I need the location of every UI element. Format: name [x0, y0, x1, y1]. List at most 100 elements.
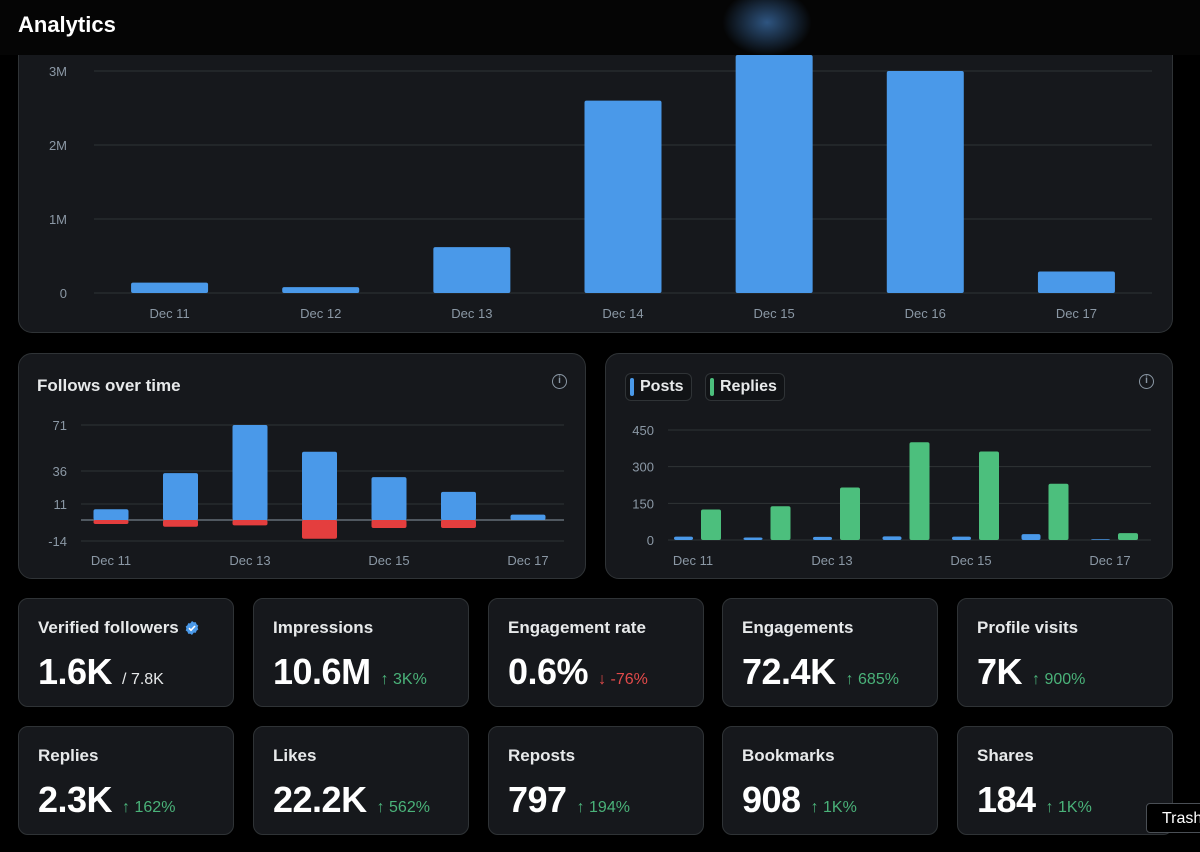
unfollows-bar[interactable]	[441, 520, 476, 529]
y-tick-label: 36	[53, 464, 67, 479]
y-tick-label: 300	[632, 460, 654, 475]
unfollows-bar[interactable]	[232, 520, 268, 526]
stat-label: Engagements	[742, 618, 854, 637]
stat-tile-engagement-rate[interactable]: Engagement rate 0.6% ↓ -76%	[488, 598, 704, 707]
stat-tile-profile-visits[interactable]: Profile visits 7K ↑ 900%	[957, 598, 1173, 707]
posts-bar[interactable]	[813, 536, 832, 540]
stat-value-row: 7K ↑ 900%	[977, 651, 1085, 693]
stat-label: Shares	[977, 746, 1034, 765]
impressions-bar[interactable]	[584, 100, 662, 293]
impressions-bar[interactable]	[886, 71, 964, 293]
impressions-bar[interactable]	[735, 55, 813, 293]
y-tick-label: 3M	[49, 64, 67, 79]
stat-change: ↑ 1K%	[1045, 799, 1092, 816]
stat-value-row: 0.6% ↓ -76%	[508, 651, 648, 693]
stat-value-row: 22.2K ↑ 562%	[273, 779, 430, 821]
y-tick-label: 1M	[49, 212, 67, 227]
stat-change: ↑ 1K%	[810, 799, 857, 816]
impressions-chart[interactable]: 0 1M 2M 3M Dec 11 Dec 12 Dec 13 Dec 14 Dec 15 Dec…	[19, 30, 1174, 333]
impressions-bar[interactable]	[282, 287, 360, 293]
stat-label: Profile visits	[977, 618, 1079, 637]
posts-bar[interactable]	[882, 536, 902, 540]
stat-value: 7K	[977, 651, 1023, 692]
stat-label: Replies	[38, 746, 99, 765]
stat-tile-verified-followers[interactable]: Verified followers 1.6K / 7.8K	[18, 598, 234, 707]
x-tick-label: Dec 12	[300, 306, 341, 321]
legend-replies[interactable]: Replies	[705, 373, 785, 401]
stat-total: / 7.8K	[122, 671, 164, 688]
y-tick-label: 150	[632, 496, 654, 511]
stat-tile-engagements[interactable]: Engagements 72.4K ↑ 685%	[722, 598, 938, 707]
x-tick-label: Dec 15	[754, 306, 795, 321]
info-icon[interactable]: i	[1139, 374, 1154, 389]
y-tick-label: 0	[647, 533, 654, 548]
stat-tile-bookmarks[interactable]: Bookmarks 908 ↑ 1K%	[722, 726, 938, 835]
x-tick-label: Dec 11	[91, 553, 131, 568]
posts-bar[interactable]	[743, 537, 763, 540]
y-tick-label: 0	[60, 286, 67, 301]
stat-value-row: 72.4K ↑ 685%	[742, 651, 899, 693]
posts-bar[interactable]	[1091, 539, 1110, 540]
follows-bar[interactable]	[302, 451, 337, 520]
stat-change: ↑ 562%	[376, 799, 430, 816]
x-tick-label: Dec 14	[602, 306, 643, 321]
replies-bar[interactable]	[1048, 483, 1069, 540]
replies-bar[interactable]	[770, 506, 791, 540]
x-tick-label: Dec 17	[1089, 553, 1130, 568]
stat-value: 72.4K	[742, 651, 836, 692]
unfollows-bar[interactable]	[371, 520, 407, 529]
posts-bar[interactable]	[1021, 534, 1041, 540]
legend-replies-label: Replies	[720, 378, 777, 395]
follows-bar[interactable]	[510, 514, 546, 520]
follows-bar[interactable]	[93, 509, 129, 520]
posts-replies-chart-card: Posts Replies i 0 150 300 450 Dec 11 Dec 13 De…	[605, 353, 1173, 579]
stat-label: Verified followers	[38, 618, 200, 638]
x-tick-label: Dec 13	[811, 553, 852, 568]
x-tick-label: Dec 17	[1056, 306, 1097, 321]
follows-bar[interactable]	[232, 425, 268, 520]
unfollows-bar[interactable]	[93, 520, 129, 525]
follows-bar[interactable]	[163, 473, 198, 520]
follows-bar[interactable]	[371, 477, 407, 520]
stat-value-row: 184 ↑ 1K%	[977, 779, 1092, 821]
stat-value-row: 10.6M ↑ 3K%	[273, 651, 427, 693]
replies-bar[interactable]	[701, 509, 721, 540]
follows-bar[interactable]	[441, 491, 476, 520]
impressions-bar[interactable]	[433, 247, 511, 293]
stat-tile-impressions[interactable]: Impressions 10.6M ↑ 3K%	[253, 598, 469, 707]
impressions-bar[interactable]	[131, 282, 209, 293]
stat-tile-replies[interactable]: Replies 2.3K ↑ 162%	[18, 726, 234, 835]
stat-value-row: 2.3K ↑ 162%	[38, 779, 175, 821]
stat-value: 908	[742, 779, 801, 820]
stat-tile-shares[interactable]: Shares 184 ↑ 1K%	[957, 726, 1173, 835]
follows-chart[interactable]: -14 11 36 71 Dec 11 Dec 13 Dec 15 Dec 17	[19, 354, 587, 580]
info-icon[interactable]: i	[552, 374, 567, 389]
stat-label: Likes	[273, 746, 317, 765]
stat-tile-likes[interactable]: Likes 22.2K ↑ 562%	[253, 726, 469, 835]
x-tick-label: Dec 11	[673, 553, 713, 568]
unfollows-bar[interactable]	[302, 520, 337, 539]
stat-change: ↑ 685%	[845, 671, 899, 688]
stat-tile-reposts[interactable]: Reposts 797 ↑ 194%	[488, 726, 704, 835]
stat-label: Reposts	[508, 746, 576, 765]
replies-bar[interactable]	[840, 487, 860, 540]
posts-swatch	[630, 378, 634, 396]
stat-value: 0.6%	[508, 651, 589, 692]
stat-value: 184	[977, 779, 1036, 820]
stat-change: ↑ 162%	[122, 799, 176, 816]
impressions-bar[interactable]	[1037, 271, 1115, 293]
unfollows-bar[interactable]	[163, 520, 198, 527]
replies-bar[interactable]	[1118, 533, 1138, 540]
replies-bar[interactable]	[909, 442, 930, 540]
stat-label: Impressions	[273, 618, 374, 637]
replies-bar[interactable]	[979, 451, 999, 540]
follows-chart-title: Follows over time	[37, 376, 181, 395]
posts-replies-chart[interactable]: 0 150 300 450 Dec 11 Dec 13 Dec 15 Dec 17	[606, 354, 1174, 580]
stat-value: 10.6M	[273, 651, 371, 692]
posts-bar[interactable]	[952, 536, 971, 540]
x-tick-label: Dec 13	[451, 306, 492, 321]
header-glow	[722, 0, 812, 56]
x-tick-label: Dec 13	[229, 553, 270, 568]
posts-bar[interactable]	[674, 536, 693, 540]
legend-posts[interactable]: Posts	[625, 373, 692, 401]
